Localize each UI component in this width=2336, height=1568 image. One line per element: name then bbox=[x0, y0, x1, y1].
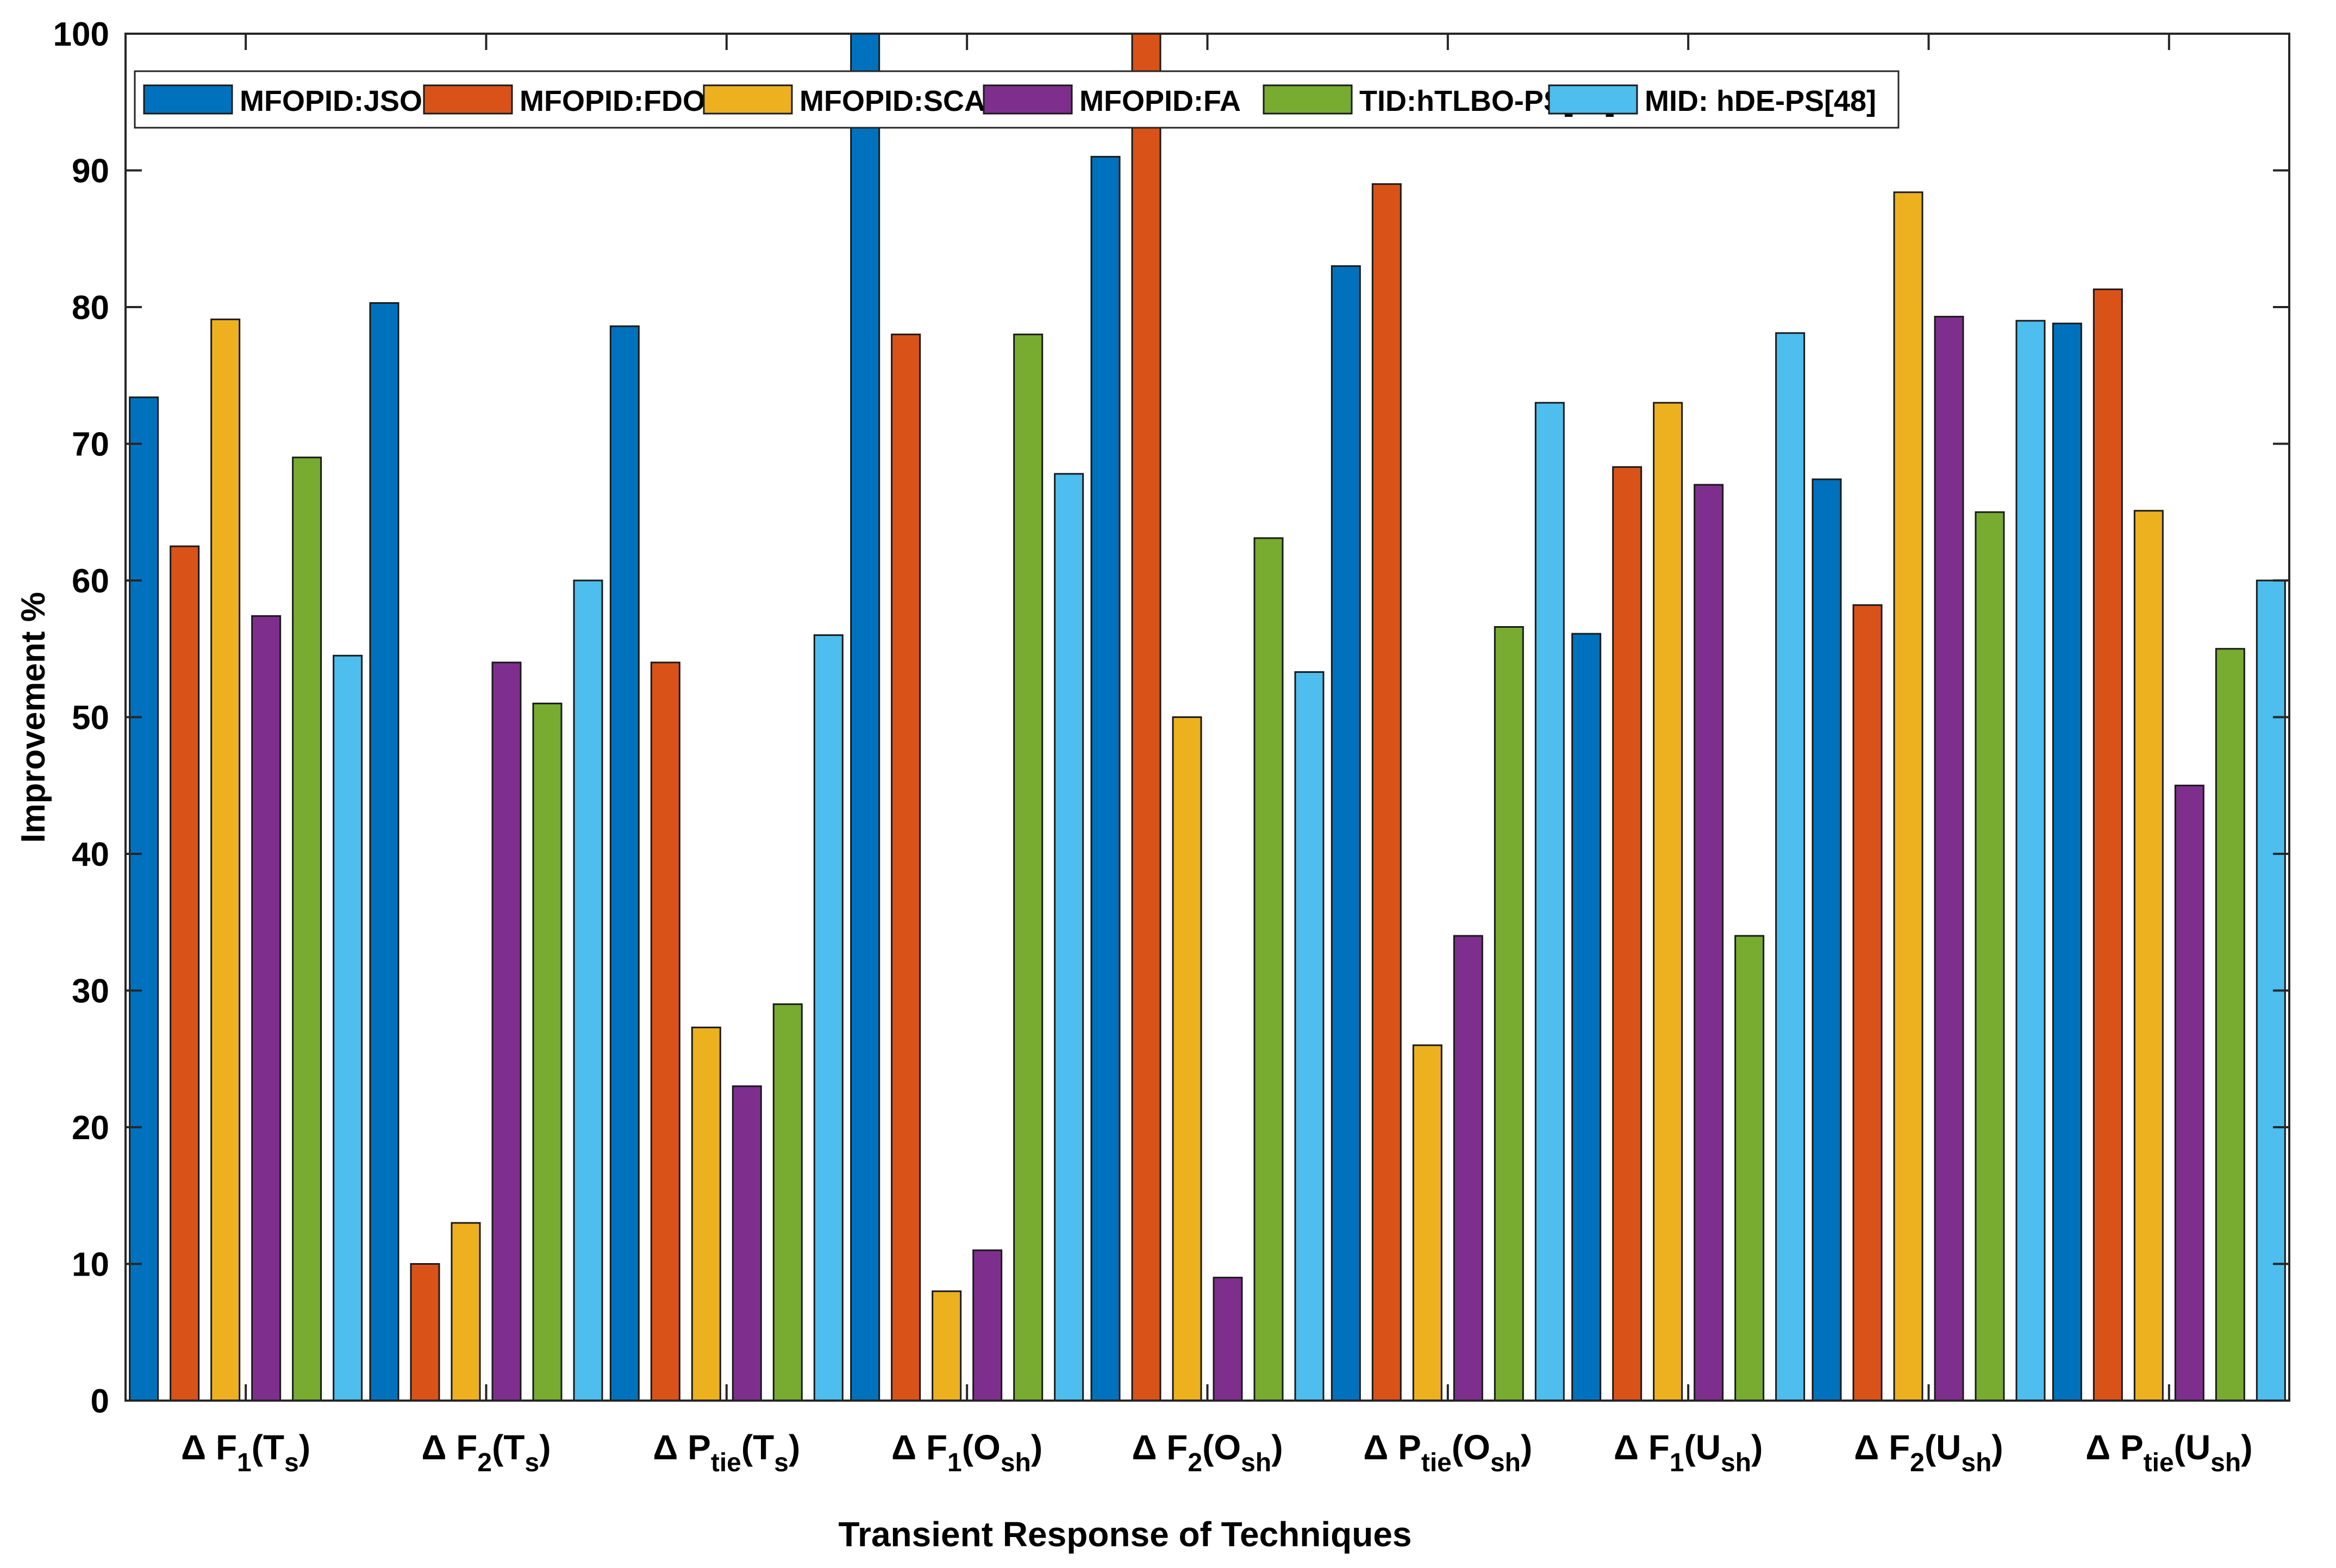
y-tick-label: 50 bbox=[72, 699, 109, 737]
bar-mfopid-fdo-cat-5 bbox=[1131, 33, 1161, 1402]
legend-swatch bbox=[143, 84, 233, 115]
legend-swatch bbox=[423, 84, 513, 115]
legend-swatch bbox=[703, 84, 793, 115]
bar-mfopid-sca-cat-9 bbox=[2133, 510, 2164, 1402]
bar-mfopid-fa-cat-5 bbox=[1213, 1277, 1243, 1402]
bar-tid-htlbo-ps-22-cat-8 bbox=[1975, 511, 2005, 1402]
bar-tid-htlbo-ps-22-cat-5 bbox=[1253, 537, 1284, 1402]
bar-mfopid-fdo-cat-2 bbox=[410, 1263, 440, 1402]
bar-mid-hde-ps-48-cat-1 bbox=[333, 654, 363, 1402]
bar-tid-htlbo-ps-22-cat-3 bbox=[772, 1003, 803, 1402]
legend-swatch bbox=[1548, 84, 1638, 115]
bar-mfopid-sca-cat-7 bbox=[1653, 402, 1683, 1402]
bar-mfopid-jso-cat-2 bbox=[369, 302, 399, 1402]
y-axis-label: Improvement % bbox=[15, 592, 52, 843]
x-tick-label: Δ F2(Osh) bbox=[1132, 1428, 1283, 1477]
bar-mfopid-sca-cat-2 bbox=[451, 1222, 481, 1402]
x-tick-label: Δ Ptie(Osh) bbox=[1363, 1428, 1532, 1477]
bar-mfopid-jso-cat-5 bbox=[1090, 155, 1121, 1402]
bar-mid-hde-ps-48-cat-7 bbox=[1775, 332, 1806, 1402]
bar-mid-hde-ps-48-cat-3 bbox=[813, 634, 844, 1402]
bar-mfopid-jso-cat-9 bbox=[2052, 322, 2082, 1402]
bar-mfopid-jso-cat-6 bbox=[1331, 265, 1361, 1402]
plot-frame bbox=[124, 33, 2290, 1402]
x-tick-label: Δ Ptie(Ts) bbox=[653, 1428, 800, 1477]
legend-swatch bbox=[1263, 84, 1353, 115]
bar-mfopid-jso-cat-3 bbox=[609, 325, 640, 1402]
bar-mfopid-fdo-cat-3 bbox=[650, 661, 680, 1402]
bar-mfopid-fa-cat-3 bbox=[732, 1085, 762, 1402]
legend-label: MFOPID:SCA bbox=[800, 85, 985, 117]
bar-mfopid-sca-cat-4 bbox=[932, 1290, 962, 1402]
bar-tid-htlbo-ps-22-cat-4 bbox=[1013, 333, 1044, 1402]
x-tick-label: Δ F1(Ts) bbox=[181, 1428, 310, 1477]
x-axis-label: Transient Response of Techniques bbox=[838, 1515, 1411, 1554]
bar-mid-hde-ps-48-cat-2 bbox=[573, 579, 603, 1402]
y-tick-label: 80 bbox=[72, 289, 109, 327]
bar-mfopid-fdo-cat-8 bbox=[1852, 604, 1883, 1402]
bar-mfopid-sca-cat-8 bbox=[1893, 191, 1923, 1402]
bar-mfopid-fa-cat-7 bbox=[1694, 484, 1724, 1402]
x-tick-label: Δ F2(Ush) bbox=[1854, 1428, 2003, 1477]
y-tick-label: 40 bbox=[72, 836, 109, 873]
bar-tid-htlbo-ps-22-cat-7 bbox=[1734, 935, 1765, 1402]
x-tick-label: Δ F2(Ts) bbox=[422, 1428, 551, 1477]
y-tick-label: 60 bbox=[72, 563, 109, 600]
bar-mfopid-fdo-cat-6 bbox=[1371, 183, 1402, 1402]
bar-mid-hde-ps-48-cat-6 bbox=[1534, 402, 1565, 1402]
bar-mfopid-jso-cat-7 bbox=[1571, 633, 1602, 1402]
bar-mfopid-fa-cat-9 bbox=[2174, 784, 2204, 1402]
bar-tid-htlbo-ps-22-cat-6 bbox=[1494, 626, 1524, 1402]
bar-tid-htlbo-ps-22-cat-1 bbox=[292, 457, 322, 1402]
bar-mfopid-fa-cat-4 bbox=[972, 1249, 1003, 1402]
bar-mfopid-fa-cat-1 bbox=[251, 615, 282, 1402]
bar-mfopid-fa-cat-2 bbox=[491, 661, 522, 1402]
x-tick-label: Δ F1(Ush) bbox=[1614, 1428, 1763, 1477]
y-axis: 0 10 20 30 40 50 60 70 80 90 100 bbox=[53, 16, 2289, 1420]
x-axis: Δ F1(Ts) Δ F2(Ts) Δ Ptie(Ts) Δ F1(Osh) Δ F2(… bbox=[181, 34, 2253, 1477]
bar-mfopid-fa-cat-6 bbox=[1453, 935, 1483, 1402]
bar-mfopid-sca-cat-6 bbox=[1412, 1044, 1442, 1402]
legend-label: MFOPID:JSO bbox=[240, 85, 422, 117]
bar-tid-htlbo-ps-22-cat-2 bbox=[532, 702, 563, 1402]
bar-mid-hde-ps-48-cat-5 bbox=[1294, 671, 1325, 1402]
legend-label: MFOPID:FA bbox=[1079, 85, 1241, 117]
y-tick-label: 10 bbox=[72, 1246, 109, 1284]
x-tick-label: Δ F1(Osh) bbox=[891, 1428, 1042, 1477]
bar-mfopid-jso-cat-4 bbox=[850, 33, 880, 1402]
bar-mid-hde-ps-48-cat-4 bbox=[1054, 473, 1084, 1402]
legend: MFOPID:JSO MFOPID:FDO MFOPID:SCA MFOPID:FA T… bbox=[134, 70, 1900, 129]
legend-label: MFOPID:FDO bbox=[520, 85, 705, 117]
bar-mfopid-fdo-cat-4 bbox=[891, 333, 921, 1402]
bar-mfopid-sca-cat-1 bbox=[210, 318, 241, 1402]
x-tick-label: Δ Ptie(Ush) bbox=[2085, 1428, 2252, 1477]
y-tick-label: 30 bbox=[72, 973, 109, 1010]
bars-layer bbox=[129, 33, 2286, 1402]
y-tick-label: 90 bbox=[72, 153, 109, 190]
bar-mfopid-fdo-cat-1 bbox=[170, 545, 200, 1402]
bar-mfopid-sca-cat-5 bbox=[1172, 716, 1202, 1402]
legend-swatch bbox=[983, 84, 1073, 115]
bar-mfopid-jso-cat-8 bbox=[1812, 478, 1842, 1402]
legend-label: MID: hDE-PS[48] bbox=[1645, 85, 1876, 117]
bar-mid-hde-ps-48-cat-8 bbox=[2015, 320, 2046, 1402]
bar-mfopid-jso-cat-1 bbox=[129, 396, 159, 1402]
bar-mfopid-fdo-cat-7 bbox=[1612, 466, 1642, 1402]
y-tick-label: 20 bbox=[72, 1109, 109, 1147]
bar-tid-htlbo-ps-22-cat-9 bbox=[2215, 648, 2245, 1402]
bar-mfopid-fa-cat-8 bbox=[1934, 316, 1964, 1402]
y-tick-label: 0 bbox=[91, 1383, 109, 1420]
y-tick-label: 100 bbox=[53, 16, 109, 53]
bar-mfopid-fdo-cat-9 bbox=[2093, 288, 2123, 1402]
y-tick-label: 70 bbox=[72, 426, 109, 464]
bar-mfopid-sca-cat-3 bbox=[691, 1026, 721, 1402]
